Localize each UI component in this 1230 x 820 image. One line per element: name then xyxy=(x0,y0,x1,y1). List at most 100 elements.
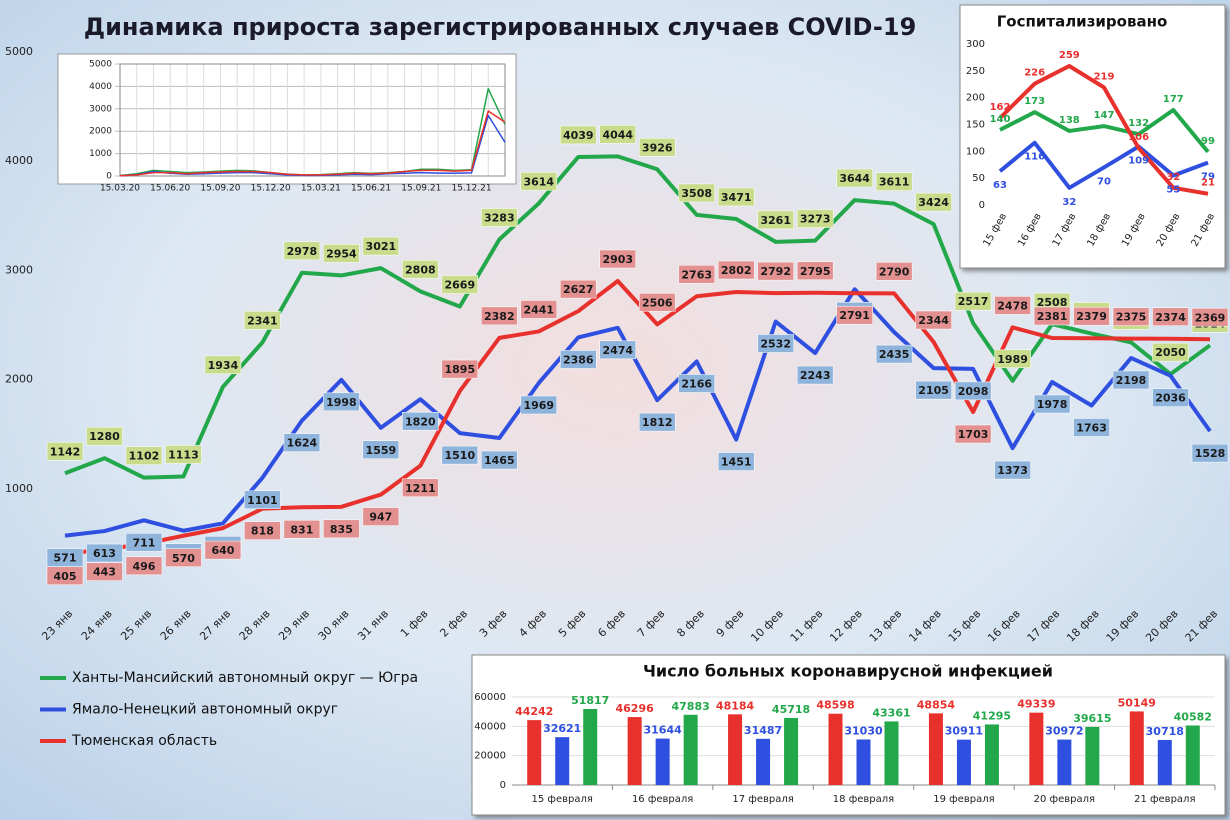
data-label-box xyxy=(638,138,676,157)
hospital-panel xyxy=(959,4,1226,269)
legend-label: Тюменская область xyxy=(71,733,217,749)
data-label: 21 xyxy=(1201,178,1215,189)
data-label: 1280 xyxy=(89,430,120,443)
bar xyxy=(1057,739,1072,785)
x-tick-label: 15.12.21 xyxy=(451,184,491,194)
data-label: 40582 xyxy=(1174,710,1212,723)
data-label-box xyxy=(1112,370,1150,390)
data-label-box xyxy=(441,445,479,465)
data-label-box xyxy=(599,340,637,360)
data-label-box xyxy=(481,450,518,470)
data-label: 138 xyxy=(1059,115,1080,126)
data-label-box xyxy=(46,442,84,461)
data-label: 2791 xyxy=(839,309,870,322)
bar xyxy=(1029,712,1044,785)
data-label-box xyxy=(796,209,834,228)
data-label: 1934 xyxy=(208,359,239,372)
data-label: 1101 xyxy=(247,494,278,507)
data-label: 1763 xyxy=(1076,421,1107,434)
data-label-box xyxy=(441,275,479,294)
data-label-box xyxy=(86,426,123,446)
data-label-box xyxy=(520,172,558,191)
data-label: 2198 xyxy=(1116,374,1147,387)
data-label: 1998 xyxy=(326,396,357,409)
data-label: 173 xyxy=(1024,96,1045,107)
x-tick-label: 19 февраля xyxy=(933,794,994,805)
data-label-box xyxy=(994,296,1031,315)
y-tick-label: 0 xyxy=(106,172,112,182)
data-label: 1559 xyxy=(366,444,397,457)
x-tick-label: 15.09.20 xyxy=(200,184,240,194)
data-label-box xyxy=(994,460,1031,480)
data-label-box xyxy=(1191,308,1229,327)
data-label-box xyxy=(717,260,755,280)
data-label: 3508 xyxy=(681,187,712,200)
data-label: 32 xyxy=(1166,172,1180,183)
data-label: 1451 xyxy=(721,456,752,469)
data-label-box xyxy=(836,305,873,325)
x-tick-label: 17 февраля xyxy=(732,794,793,805)
data-label-box xyxy=(323,244,360,263)
data-label: 3471 xyxy=(721,191,752,204)
data-label-box xyxy=(165,445,202,464)
data-label: 2506 xyxy=(642,296,673,309)
data-label: 45718 xyxy=(772,703,810,716)
data-label-box xyxy=(481,306,518,326)
data-label-box xyxy=(717,187,755,207)
bar xyxy=(828,713,843,785)
bar xyxy=(728,714,743,785)
data-label: 2341 xyxy=(247,314,278,327)
data-label: 109 xyxy=(1128,156,1149,167)
data-label: 2243 xyxy=(800,369,831,382)
data-label: 79 xyxy=(1201,172,1215,183)
series-line xyxy=(119,110,506,177)
data-label-box xyxy=(757,261,794,281)
series-line xyxy=(999,108,1210,154)
bar xyxy=(756,738,771,785)
y-tick-label: 2000 xyxy=(89,127,112,137)
data-label: 30718 xyxy=(1146,725,1184,738)
data-label: 44242 xyxy=(515,705,553,718)
data-label: 1624 xyxy=(287,437,318,450)
data-label: 2669 xyxy=(445,279,476,292)
bar-panel xyxy=(471,654,1226,816)
data-label: 570 xyxy=(172,552,195,565)
data-label: 32 xyxy=(1062,197,1076,208)
data-label-box xyxy=(441,359,479,379)
data-label: 147 xyxy=(1094,110,1115,121)
data-label: 162 xyxy=(990,102,1011,113)
data-label: 55 xyxy=(1166,184,1180,195)
data-label: 2435 xyxy=(879,348,910,361)
y-tick-label: 250 xyxy=(966,66,985,77)
data-label-box xyxy=(954,381,992,401)
data-label: 41295 xyxy=(973,709,1011,722)
data-label-box xyxy=(954,424,992,444)
chart-title: Динамика прироста зарегистрированных слу… xyxy=(84,13,917,41)
data-label: 443 xyxy=(93,566,116,579)
data-label: 3273 xyxy=(800,213,831,226)
data-label: 1113 xyxy=(168,448,199,461)
x-tick-label: 15.12.20 xyxy=(251,184,291,194)
data-label-box xyxy=(520,300,558,319)
data-label: 2517 xyxy=(958,295,989,308)
data-label: 405 xyxy=(54,570,77,583)
data-label: 2381 xyxy=(1037,310,1068,323)
data-label: 3611 xyxy=(879,176,910,189)
data-label-box xyxy=(283,241,321,261)
x-tick-label: 15.06.20 xyxy=(150,184,190,194)
data-label: 31487 xyxy=(744,724,782,737)
y-tick-label: 0 xyxy=(500,780,506,791)
data-label: 106 xyxy=(1128,132,1149,143)
data-label: 835 xyxy=(330,523,353,536)
x-tick-label: 21 февраля xyxy=(1134,794,1195,805)
y-tick-label: 60000 xyxy=(474,692,506,703)
data-label: 2627 xyxy=(563,283,594,296)
data-label-box xyxy=(560,279,597,299)
data-label: 2375 xyxy=(1116,311,1147,324)
data-label: 3021 xyxy=(366,240,397,253)
data-label-box xyxy=(717,452,755,471)
data-label: 2808 xyxy=(405,263,436,276)
data-label: 613 xyxy=(93,547,116,560)
data-label-box xyxy=(954,291,992,311)
bar-title: Число больных коронавирусной инфекцией xyxy=(643,662,1053,681)
